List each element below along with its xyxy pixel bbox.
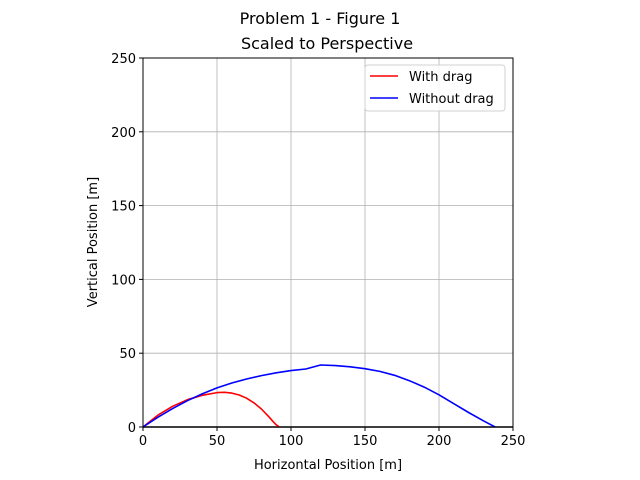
x-tick-label: 250: [501, 434, 526, 449]
plot-frame: [142, 57, 514, 428]
y-tick-label: 200: [111, 126, 136, 141]
series-lines: [142, 364, 513, 428]
axis-ticks: 0 50 100 150 200 250 0 50 100 150 200 250: [111, 52, 525, 449]
x-axis-label: Horizontal Position [m]: [254, 458, 402, 473]
y-tick-label: 0: [128, 421, 136, 436]
y-tick-label: 50: [119, 347, 136, 362]
legend-label-with-drag: With drag: [409, 70, 472, 85]
x-tick-label: 150: [353, 434, 378, 449]
y-tick-label: 100: [111, 273, 136, 288]
y-tick-label: 250: [111, 52, 136, 67]
series-line-with-drag: [142, 391, 280, 428]
x-tick-label: 0: [139, 434, 147, 449]
y-tick-label: 150: [111, 200, 136, 215]
legend-box: [364, 64, 506, 112]
grid: [142, 57, 514, 428]
legend-label-without-drag: Without drag: [409, 92, 494, 107]
chart-subtitle: Scaled to Perspective: [241, 34, 413, 53]
chart-title: Problem 1 - Figure 1: [240, 9, 401, 28]
legend: With drag Without drag: [364, 64, 506, 112]
y-axis-label: Vertical Position [m]: [86, 177, 101, 307]
x-tick-label: 100: [279, 434, 304, 449]
x-tick-label: 200: [427, 434, 452, 449]
series-line-without-drag: [142, 364, 496, 428]
x-tick-label: 50: [209, 434, 226, 449]
